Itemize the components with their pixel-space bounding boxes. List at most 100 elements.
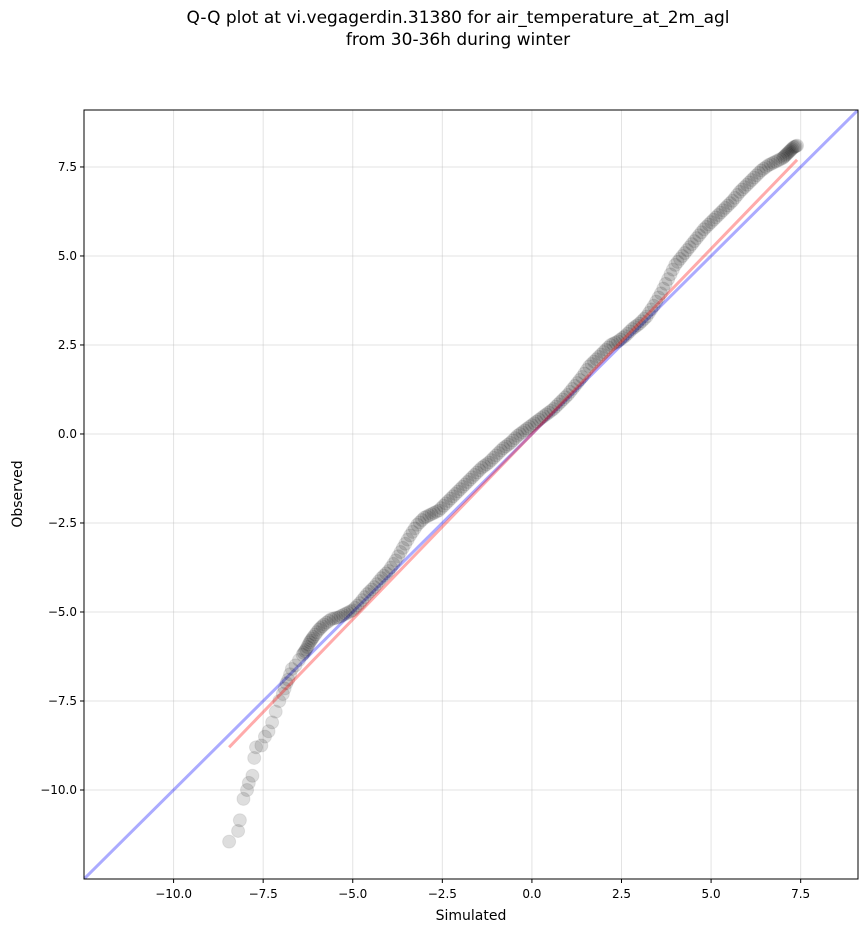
qq-point [539, 407, 554, 422]
qq-point [254, 738, 269, 753]
qq-point [383, 560, 398, 575]
qq-point [725, 193, 740, 208]
y-tick-label: 2.5 [58, 338, 77, 352]
qq-point [338, 606, 353, 621]
qq-point [369, 577, 384, 592]
qq-point [567, 378, 582, 393]
qq-point [579, 362, 594, 377]
qq-point [398, 536, 413, 551]
qq-point [479, 457, 494, 472]
qq-point [434, 501, 449, 516]
qq-point [453, 482, 468, 497]
qq-point [302, 635, 317, 650]
qq-point [541, 405, 556, 420]
qq-point [426, 505, 441, 520]
qq-point [563, 384, 578, 399]
qq-point [727, 190, 742, 205]
qq-point [649, 294, 664, 309]
qq-point [469, 465, 484, 480]
qq-point [515, 425, 530, 440]
qq-point [299, 642, 314, 657]
qq-point [431, 503, 446, 518]
qq-point [670, 254, 685, 269]
qq-point [450, 484, 465, 499]
qq-point [360, 587, 375, 602]
qq-point [625, 321, 640, 336]
qq-point [524, 418, 539, 433]
qq-point [277, 681, 292, 696]
qq-point [455, 479, 470, 494]
qq-point [656, 281, 671, 296]
qq-point [400, 532, 415, 547]
qq-point [646, 298, 661, 313]
qq-point [720, 198, 735, 213]
y-tick-label: 5.0 [58, 249, 77, 263]
qq-point [761, 158, 776, 173]
qq-point [784, 142, 799, 157]
qq-point [639, 309, 654, 324]
qq-point [288, 658, 303, 673]
qq-point [694, 225, 709, 240]
qq-point [306, 629, 321, 644]
qq-point [613, 332, 628, 347]
qq-point [403, 528, 418, 543]
qq-point [737, 180, 752, 195]
qq-point [776, 149, 791, 164]
qq-point [321, 613, 336, 628]
qq-point [675, 248, 690, 263]
qq-point [763, 156, 778, 171]
qq-point [553, 394, 568, 409]
qq-point [308, 627, 323, 642]
x-tick-label: 2.5 [612, 887, 631, 901]
qq-point [637, 311, 652, 326]
qq-point [704, 215, 719, 230]
qq-point [766, 155, 781, 170]
qq-point [283, 667, 298, 682]
grid-lines [84, 110, 858, 879]
qq-point [311, 622, 326, 637]
qq-point [352, 596, 367, 611]
qq-point [257, 729, 272, 744]
qq-point [730, 187, 745, 202]
qq-point [364, 582, 379, 597]
qq-point [773, 152, 788, 167]
qq-point [386, 556, 401, 571]
qq-point [417, 510, 432, 525]
qq-point [680, 243, 695, 258]
qq-point [436, 498, 451, 513]
x-tick-label: 7.5 [791, 887, 810, 901]
qq-point [517, 423, 532, 438]
qq-point [779, 147, 794, 162]
qq-point [677, 246, 692, 261]
qq-point [665, 262, 680, 277]
qq-point [596, 345, 611, 360]
qq-point [782, 143, 797, 158]
qq-point [419, 509, 434, 524]
qq-point [565, 381, 580, 396]
qq-point [732, 184, 747, 199]
qq-point [589, 352, 604, 367]
qq-point [622, 324, 637, 339]
qq-point [345, 603, 360, 618]
qq-point [687, 234, 702, 249]
qq-point [781, 145, 796, 160]
qq-point [723, 196, 738, 211]
qq-point [572, 372, 587, 387]
qq-point [508, 431, 523, 446]
qq-point [510, 428, 525, 443]
qq-point [465, 470, 480, 485]
qq-point [305, 631, 320, 646]
qq-point [536, 409, 551, 424]
qq-point [620, 326, 635, 341]
qq-point [632, 316, 647, 331]
qq-point [481, 455, 496, 470]
qq-point [768, 154, 783, 169]
qq-point [644, 302, 659, 317]
qq-point [489, 448, 504, 463]
qq-point [343, 604, 358, 619]
qq-point [284, 661, 299, 676]
y-tick-label: 7.5 [58, 160, 77, 174]
qq-point [222, 834, 237, 849]
qq-point [785, 141, 800, 156]
qq-point [491, 445, 506, 460]
